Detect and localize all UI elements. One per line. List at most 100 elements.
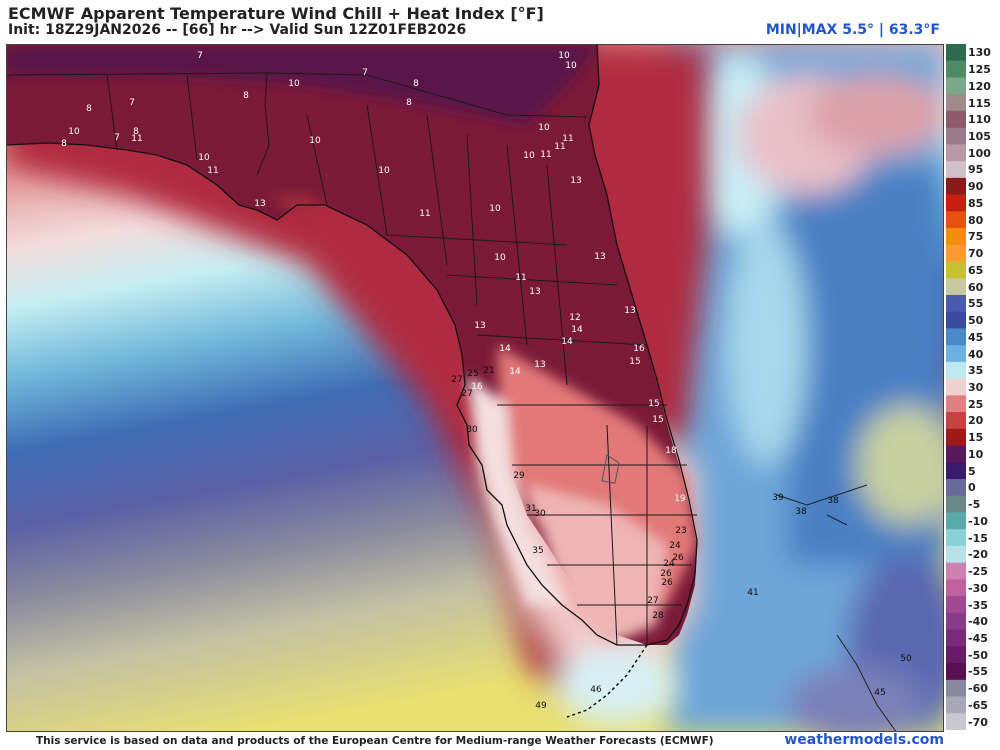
borders: [7, 72, 697, 646]
temperature-label: 11: [562, 134, 573, 144]
colorbar-swatch: [946, 479, 966, 497]
temperature-label: 15: [652, 415, 663, 425]
colorbar-swatch: [946, 412, 966, 430]
temperature-label: 14: [571, 325, 583, 335]
bahamas-south-outline: [836, 634, 897, 731]
colorbar-tick-label: 30: [968, 381, 984, 394]
colorbar-swatch: [946, 495, 966, 513]
temperature-label: 11: [540, 150, 551, 160]
colorbar-swatch: [946, 679, 966, 698]
temperature-label: 11: [554, 142, 565, 152]
colorbar-swatch: [946, 261, 966, 279]
temperature-label: 46: [590, 685, 602, 695]
colorbar-swatch: [946, 646, 966, 664]
temperature-label: 30: [466, 425, 478, 435]
temperature-label: 14: [561, 337, 573, 347]
temperature-label: 19: [674, 494, 686, 504]
footer-credit: This service is based on data and produc…: [36, 735, 714, 747]
colorbar-tick-label: -5: [968, 498, 981, 512]
temperature-label: 8: [133, 127, 139, 137]
colorbar-tick-label: -20: [968, 548, 988, 562]
temperature-label: 50: [900, 654, 912, 664]
colorbar-tick-label: 130: [968, 46, 991, 60]
temperature-label: 10: [538, 123, 550, 133]
colorbar-tick-label: 65: [968, 263, 984, 277]
temperature-label: 21: [483, 366, 494, 376]
colorbar-swatch: [946, 60, 966, 78]
colorbar-tick-label: -65: [968, 698, 988, 712]
temperature-label: 10: [565, 61, 577, 71]
colorbar-swatch: [946, 77, 966, 95]
colorbar-tick-label: 40: [968, 347, 984, 361]
temperature-label: 10: [558, 51, 570, 61]
temperature-label: 10: [198, 153, 210, 163]
colorbar-tick-label: -50: [968, 648, 988, 662]
colorbar-swatch: [946, 713, 966, 730]
temperature-label: 26: [660, 569, 672, 579]
temperature-label: 13: [624, 306, 635, 316]
temperature-label: 39: [772, 493, 784, 503]
colorbar-tick-label: 45: [968, 330, 984, 344]
temperature-label: 10: [378, 166, 390, 176]
colorbar-swatch: [946, 395, 966, 413]
colorbar-tick-label: 15: [968, 431, 984, 445]
colorbar-swatch: [946, 44, 966, 62]
colorbar-tick-label: 115: [968, 96, 991, 110]
colorbar-tick-label: -55: [968, 665, 988, 679]
temperature-label: 24: [663, 559, 675, 569]
colorbar-tick-label: 70: [968, 247, 984, 261]
temperature-label: 16: [633, 344, 645, 354]
colorbar-swatch: [946, 596, 966, 614]
temperature-label: 13: [570, 176, 581, 186]
temperature-label: 15: [629, 357, 640, 367]
colorbar-tick-label: -10: [968, 514, 988, 528]
colorbar-tick-label: 90: [968, 180, 984, 194]
colorbar-tick-label: 110: [968, 113, 991, 127]
min-max-readout: MIN|MAX 5.5° | 63.3°F: [765, 22, 940, 38]
colorbar-swatch: [946, 612, 966, 631]
colorbar-swatch: [946, 629, 966, 647]
temperature-map: 7 8 10 10 7 8 10 7 8 8 8 7 10 8 11 10 10 11 10 11 10 10 11 11 13…: [6, 44, 944, 732]
temperature-label: 11: [207, 166, 218, 176]
lake-okeechobee: [601, 454, 620, 484]
colorbar-swatch: [946, 512, 966, 530]
temperature-label: 14: [509, 367, 521, 377]
temperature-label: 15: [648, 399, 659, 409]
temperature-label: 13: [529, 287, 540, 297]
colorbar-tick-label: -40: [968, 615, 988, 629]
colorbar-swatch: [946, 244, 966, 263]
temperature-label: 14: [499, 344, 511, 354]
temperature-label: 49: [535, 701, 547, 711]
temperature-label: 13: [254, 199, 265, 209]
temperature-label: 7: [362, 68, 368, 78]
temperature-label: 24: [669, 541, 681, 551]
colorbar-tick-label: 50: [968, 314, 984, 328]
colorbar-tick-label: -35: [968, 598, 988, 612]
colorbar-tick-label: 105: [968, 130, 991, 144]
colorbar-swatch: [946, 294, 966, 313]
colorbar-swatch: [946, 110, 966, 129]
colorbar-swatch: [946, 211, 966, 229]
colorbar-ticks: 130 125 120 115 110 105 100 95 90 85 80 75 70 65 60 55 5…: [968, 44, 1000, 730]
temperature-label: 27: [647, 596, 658, 606]
colorbar: [946, 44, 966, 730]
colorbar-tick-label: -25: [968, 565, 988, 579]
colorbar-swatch: [946, 177, 966, 196]
colorbar-swatch: [946, 228, 966, 246]
colorbar-swatch: [946, 361, 966, 380]
colorbar-tick-label: 20: [968, 414, 984, 428]
colorbar-swatch: [946, 445, 966, 463]
colorbar-tick-label: -45: [968, 631, 988, 645]
colorbar-tick-label: 95: [968, 163, 984, 177]
brand-link[interactable]: weathermodels.com: [784, 732, 944, 748]
temperature-label: 11: [419, 209, 430, 219]
temperature-label: 10: [494, 253, 506, 263]
temperature-label: 38: [827, 496, 839, 506]
colorbar-swatch: [946, 311, 966, 329]
bahamas-outline: [776, 484, 868, 526]
temperature-label: 10: [489, 204, 501, 214]
temperature-label: 11: [515, 273, 526, 283]
map-subtitle: Init: 18Z29JAN2026 -- [66] hr --> Valid …: [8, 22, 467, 38]
